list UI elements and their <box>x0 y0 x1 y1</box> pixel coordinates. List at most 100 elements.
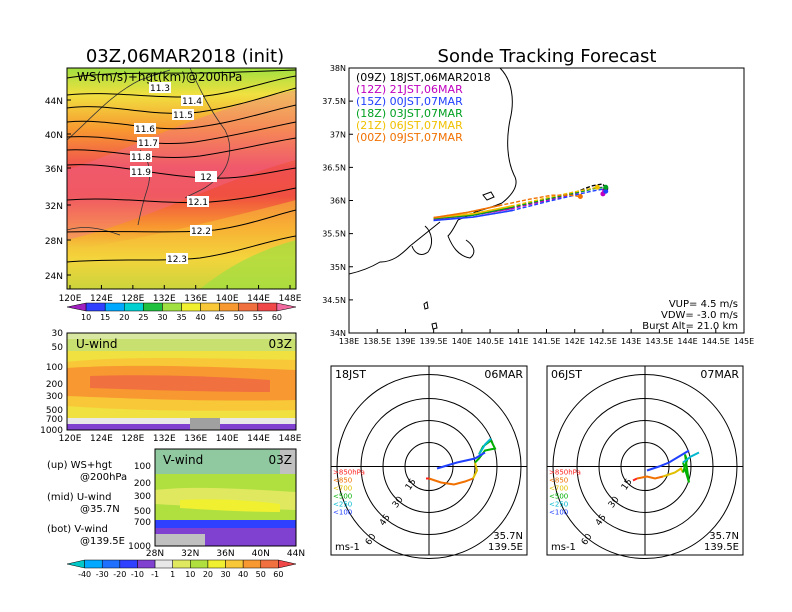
legend-mid: (mid) U-wind <box>47 492 111 503</box>
annotation: Burst Alt= 21.0 km <box>642 321 738 332</box>
hodograph-trace <box>632 477 638 482</box>
hodograph-unit: ms-1 <box>551 542 576 553</box>
pressure-tick: 700 <box>134 518 151 528</box>
colorbar-tick: 50 <box>256 570 266 579</box>
colorbar-tick: 45 <box>215 313 225 322</box>
track-chart: (09Z) 18JST,06MAR2018(12Z) 21JST,06MAR(1… <box>322 64 754 346</box>
lat-tick-label: 32N <box>45 202 63 212</box>
level-label: <700 <box>549 485 568 493</box>
lon-tick-label: 128E <box>121 434 144 444</box>
hodograph-trace <box>682 451 700 464</box>
colorbar-tick: 10 <box>185 570 195 579</box>
lat-tick-label: 40N <box>45 131 63 141</box>
x-tick-label: 143.5E <box>645 337 673 346</box>
y-tick-label: 38N <box>330 64 346 73</box>
lon-tick-label: 120E <box>59 434 82 444</box>
pressure-tick: 300 <box>46 392 63 402</box>
contour-label: 11.4 <box>182 97 202 107</box>
map-colorbar-ticks: 10 15 20 25 30 35 40 45 50 55 60 <box>81 313 282 322</box>
track-series <box>433 183 609 222</box>
annotation: VUP= 4.5 m/s <box>669 299 738 310</box>
pressure-tick: 50 <box>52 343 64 353</box>
pressure-tick: 500 <box>46 406 63 416</box>
lat-tick-label: 40N <box>252 549 270 559</box>
track-end-point <box>594 184 600 190</box>
colorbar-tick: -40 <box>78 570 91 579</box>
y-tick-label: 36N <box>330 197 346 206</box>
colorbar-swatch <box>225 559 244 569</box>
wind-map-panel: WS(m/s)+hgt(km)@200hPa 11.311.411.511.61… <box>45 67 302 322</box>
colorbar-tick: 1 <box>170 570 175 579</box>
hodograph-trace <box>646 449 690 472</box>
colorbar-swatch <box>276 302 297 312</box>
x-tick-label: 144.5E <box>702 337 730 346</box>
x-tick-label: 139.5E <box>420 337 448 346</box>
y-tick-label: 34N <box>330 329 346 338</box>
colorbar-swatch <box>66 559 85 569</box>
track-end-point <box>603 188 609 194</box>
colorbar-tick: 50 <box>234 313 244 322</box>
colorbar-tick: 40 <box>238 570 248 579</box>
hodograph-lon: 139.5E <box>488 542 523 553</box>
contour-label-bg <box>149 82 171 93</box>
legend-up: (up) WS+hgt <box>47 460 112 471</box>
map-lat-ticks: 44N 40N 36N 32N 28N 24N <box>45 97 71 282</box>
lon-tick-label: 144E <box>247 434 270 444</box>
y-tick-label: 36.5N <box>322 163 346 172</box>
colorbar-swatch <box>172 559 191 569</box>
x-tick-label: 143E <box>621 337 641 346</box>
lon-tick-label: 128E <box>121 294 144 304</box>
u-lon-ticks: 120E 124E 128E 132E 136E 140E 144E 148E <box>59 434 302 444</box>
colorbar-swatch <box>190 559 209 569</box>
contour-labels: 11.3 11.4 11.5 11.6 11.7 11.8 11.9 12 12.1 12.2 12… <box>130 82 217 265</box>
lon-tick-label: 148E <box>279 294 302 304</box>
hodograph-lon: 139.5E <box>704 542 739 553</box>
bottom-colorbar <box>66 559 297 569</box>
legend-entry: (00Z) 09JST,07MAR <box>356 131 463 144</box>
legend-entry: (15Z) 00JST,07MAR <box>356 95 463 108</box>
colorbar-tick: 10 <box>81 313 91 322</box>
pressure-tick: 200 <box>134 479 151 489</box>
track-y-ticks: 38N 37.5N 37N 36.5N 36N 35.5N 35N 34.5N 34N <box>322 64 353 338</box>
colorbar-swatch <box>207 559 226 569</box>
x-tick-label: 142.5E <box>589 337 617 346</box>
hodograph-trace <box>682 454 690 483</box>
panel-legend: (up) WS+hgt @200hPa (mid) U-wind @35.7N … <box>47 460 127 547</box>
hodograph-time: 06JST <box>551 368 582 381</box>
legend-entry: (18Z) 03JST,07MAR <box>356 107 463 120</box>
track-x-ticks: 138E 138.5E 139E 139.5E 140E 140.5E 141E 141.5E… <box>339 329 754 346</box>
contour-label: 12.2 <box>191 227 211 237</box>
pressure-tick: 200 <box>46 380 63 390</box>
y-tick-label: 34.5N <box>322 296 346 305</box>
legend-up-level: @200hPa <box>80 472 127 483</box>
colorbar-tick: 30 <box>220 570 230 579</box>
x-tick-label: 140.5E <box>476 337 504 346</box>
colorbar-tick: -10 <box>131 570 144 579</box>
colorbar-swatch <box>260 559 279 569</box>
legend-mid-level: @35.7N <box>80 504 120 515</box>
lat-tick-label: 36N <box>216 549 234 559</box>
colorbar-swatch <box>200 302 220 312</box>
left-title: 03Z,06MAR2018 (init) <box>86 46 284 67</box>
pressure-tick: 100 <box>134 462 151 472</box>
colorbar-swatch <box>238 302 259 312</box>
contour-label-bg <box>166 253 188 264</box>
pressure-tick: 1000 <box>128 542 151 552</box>
level-label: <700 <box>333 485 352 493</box>
colorbar-swatch <box>84 559 103 569</box>
lat-tick-label: 28N <box>45 237 63 247</box>
legend-bot: (bot) V-wind <box>47 524 108 535</box>
x-tick-label: 139E <box>395 337 415 346</box>
colorbar-tick: -30 <box>96 570 109 579</box>
colorbar-tick: 40 <box>195 313 205 322</box>
pressure-tick: 500 <box>134 507 151 517</box>
contour-label-bg <box>187 196 209 207</box>
colorbar-tick: 20 <box>119 313 129 322</box>
pressure-tick: 100 <box>46 363 63 373</box>
x-tick-label: 142E <box>565 337 585 346</box>
